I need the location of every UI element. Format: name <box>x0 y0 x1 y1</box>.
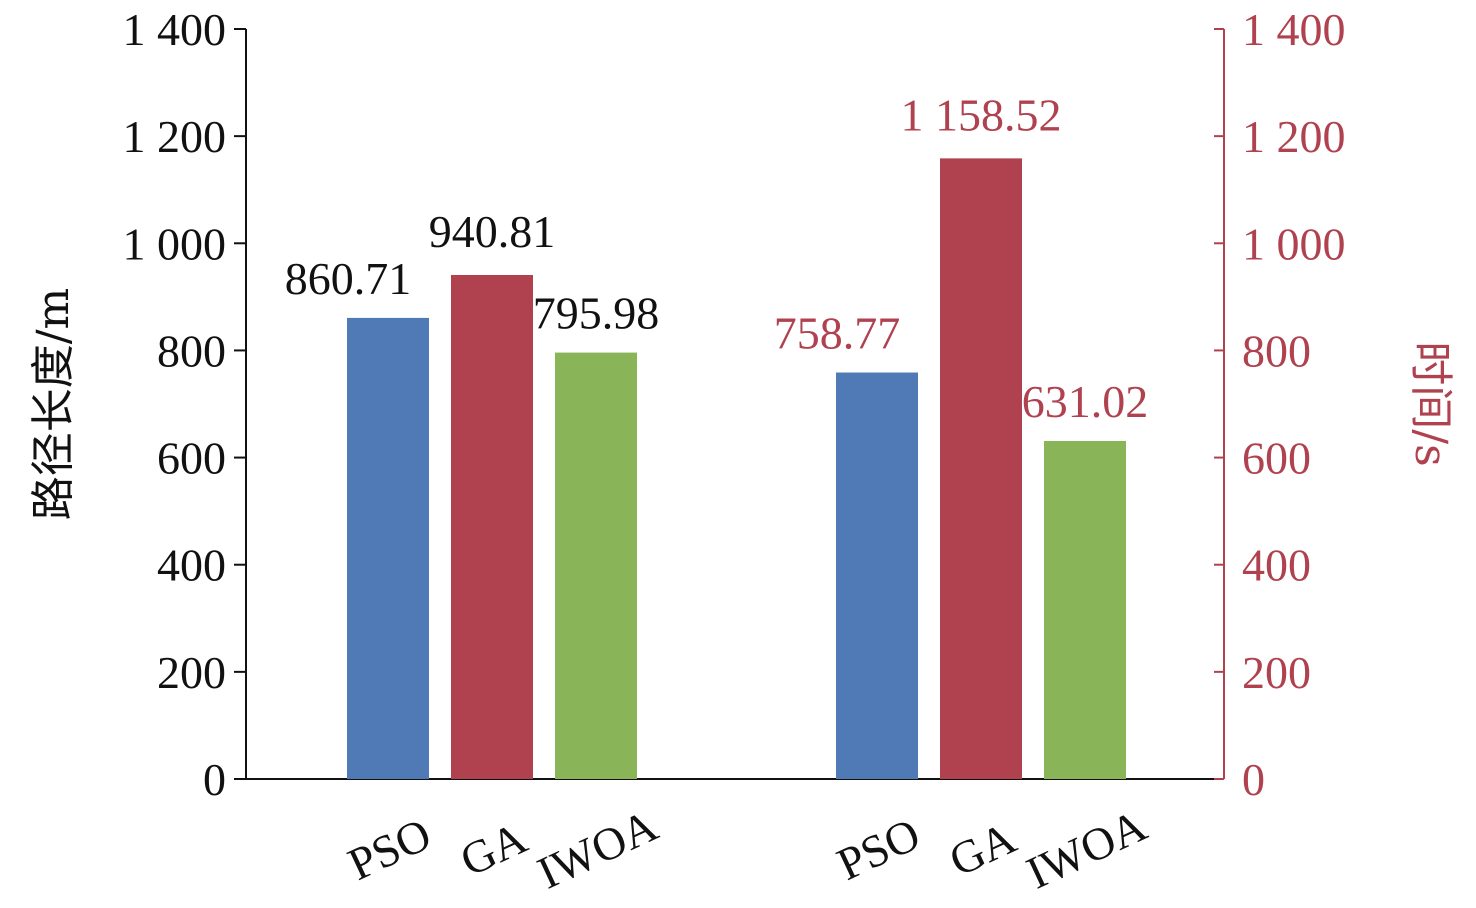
left-tick-label: 600 <box>157 433 226 484</box>
right-tick-label: 600 <box>1242 433 1311 484</box>
bar-iwoa-length <box>555 352 637 779</box>
data-label: 758.77 <box>774 308 901 359</box>
left-tick-label: 200 <box>157 647 226 698</box>
right-tick-label: 1 400 <box>1242 4 1346 55</box>
data-label: 1 158.52 <box>901 89 1062 140</box>
left-tick-label: 1 400 <box>123 4 227 55</box>
left-axis-title: 路径长度/m <box>28 288 79 521</box>
right-tick-label: 800 <box>1242 325 1311 376</box>
right-tick-label: 1 000 <box>1242 218 1346 269</box>
left-tick-label: 1 000 <box>123 218 227 269</box>
bar-ga-length <box>451 274 533 779</box>
bars <box>347 158 1126 780</box>
data-label: 795.98 <box>533 288 660 339</box>
data-label: 860.71 <box>285 253 412 304</box>
data-label: 940.81 <box>429 206 556 257</box>
right-tick-label: 1 200 <box>1242 111 1346 162</box>
right-axis-title: 时间/s <box>1405 341 1456 466</box>
right-tick-label: 200 <box>1242 647 1311 698</box>
category-label: PSO <box>340 808 438 890</box>
category-label: IWOA <box>1019 799 1154 898</box>
data-label: 631.02 <box>1022 376 1149 427</box>
left-tick-label: 1 200 <box>123 111 227 162</box>
bar-ga-time <box>940 158 1022 780</box>
category-label: IWOA <box>530 799 665 898</box>
bar-pso-time <box>836 372 918 779</box>
category-label: PSO <box>829 808 927 890</box>
bar-iwoa-time <box>1044 440 1126 779</box>
left-tick-label: 400 <box>157 540 226 591</box>
left-tick-label: 0 <box>203 754 226 805</box>
bar-pso-length <box>347 317 429 779</box>
axes: 0 200 400 600 800 1 000 1 200 1 400 0 200 400 600 80… <box>123 4 1346 899</box>
data-labels: 860.71 940.81 795.98 758.77 1 158.52 631.02 <box>285 89 1149 427</box>
category-label: GA <box>942 812 1024 886</box>
category-label: GA <box>453 812 535 886</box>
right-tick-label: 0 <box>1242 754 1265 805</box>
left-tick-label: 800 <box>157 325 226 376</box>
right-tick-label: 400 <box>1242 540 1311 591</box>
